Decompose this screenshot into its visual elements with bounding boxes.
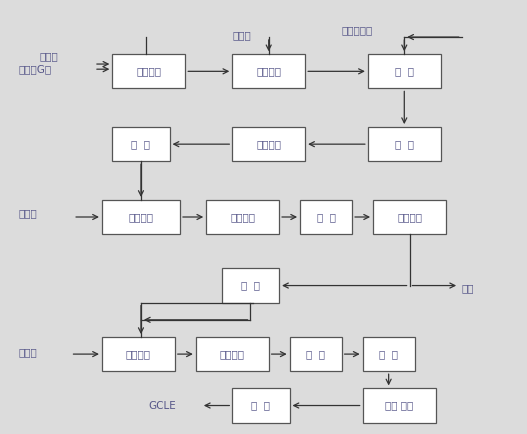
FancyBboxPatch shape	[232, 127, 305, 161]
Text: 离心 过滤: 离心 过滤	[385, 401, 413, 411]
FancyBboxPatch shape	[222, 268, 279, 302]
Text: 水解反应: 水解反应	[230, 212, 255, 222]
FancyBboxPatch shape	[363, 337, 415, 371]
Text: 酯化反应: 酯化反应	[256, 66, 281, 76]
Text: 离心过滤: 离心过滤	[397, 212, 422, 222]
Text: 酯化剂: 酯化剂	[232, 30, 251, 40]
Text: 萃  取: 萃 取	[395, 66, 414, 76]
FancyBboxPatch shape	[206, 200, 279, 234]
Text: 氧化反应: 氧化反应	[136, 66, 161, 76]
FancyBboxPatch shape	[112, 127, 170, 161]
FancyBboxPatch shape	[300, 200, 352, 234]
FancyBboxPatch shape	[368, 127, 441, 161]
FancyBboxPatch shape	[363, 388, 436, 423]
Text: 结  晶: 结 晶	[317, 212, 336, 222]
Text: GCLE: GCLE	[149, 401, 177, 411]
FancyBboxPatch shape	[373, 200, 446, 234]
FancyBboxPatch shape	[368, 54, 441, 89]
FancyBboxPatch shape	[102, 337, 175, 371]
FancyBboxPatch shape	[102, 200, 180, 234]
Text: 干  燥: 干 燥	[251, 401, 270, 411]
Text: 萃  取: 萃 取	[306, 349, 325, 359]
Text: 促进剂: 促进剂	[18, 208, 37, 218]
Text: 结  晶: 结 晶	[379, 349, 398, 359]
Text: 结  晶: 结 晶	[395, 139, 414, 149]
Text: 开环反应: 开环反应	[129, 212, 153, 222]
Text: 离心过滤: 离心过滤	[256, 139, 281, 149]
FancyBboxPatch shape	[112, 54, 186, 89]
Text: 母液: 母液	[462, 283, 474, 293]
Text: 有机相回收: 有机相回收	[341, 26, 373, 36]
Text: 氯化反应: 氯化反应	[126, 349, 151, 359]
FancyBboxPatch shape	[232, 388, 289, 423]
Text: 氧化剂: 氧化剂	[40, 51, 58, 61]
Text: 闭环反应: 闭环反应	[220, 349, 245, 359]
FancyBboxPatch shape	[289, 337, 341, 371]
Text: 青霉素G盐: 青霉素G盐	[18, 64, 52, 74]
FancyBboxPatch shape	[232, 54, 305, 89]
Text: 干  燥: 干 燥	[131, 139, 151, 149]
FancyBboxPatch shape	[196, 337, 269, 371]
Text: 干  燥: 干 燥	[241, 280, 260, 290]
Text: 氯化剂: 氯化剂	[18, 347, 37, 357]
